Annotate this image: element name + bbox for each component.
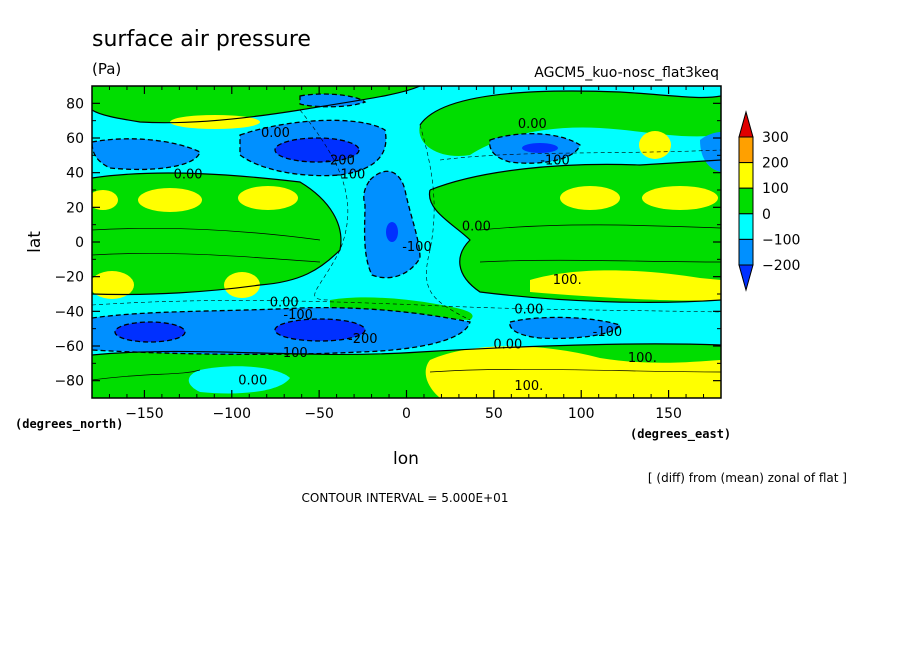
contour-label: 0.00 (518, 117, 547, 132)
x-tick-label: 0 (402, 406, 411, 422)
colorbar-label: −100 (762, 232, 800, 248)
y-tick-label: −60 (54, 339, 84, 355)
colorbar-segment (738, 136, 754, 164)
y-tick-label: 60 (66, 131, 84, 147)
contour-label: 0.00 (238, 374, 267, 389)
contour-label: -200 (348, 332, 378, 347)
y-tick-label: −80 (54, 374, 84, 390)
y-tick-label: 40 (66, 166, 84, 182)
y-tick-label: 0 (75, 235, 84, 251)
chart-title: surface air pressure (92, 27, 311, 52)
y-tick-label: 20 (66, 200, 84, 216)
contour-labels: 0.000.000.00-200-100-1000.00-100100.0.00… (174, 117, 657, 394)
x-tick-label: −100 (213, 406, 251, 422)
y-tick-label: 80 (66, 96, 84, 112)
contour-interval: CONTOUR INTERVAL = 5.000E+01 (302, 491, 509, 505)
contour-label: 0.00 (174, 167, 203, 182)
colorbar-bottom-arrow (738, 264, 754, 292)
y-unit-label: (degrees_north) (15, 417, 123, 432)
contour-label: 0.00 (270, 296, 299, 311)
x-axis-label: lon (393, 449, 419, 469)
colorbar-label: 0 (762, 207, 771, 223)
contour-label: 100. (514, 379, 543, 394)
x-unit-label: (degrees_east) (630, 427, 731, 442)
colorbar-top-arrow (738, 110, 754, 138)
footnote: [ (diff) from (mean) zonal of flat ] (648, 471, 847, 485)
contour-label: -100 (336, 167, 366, 182)
colorbar-segment (738, 187, 754, 215)
contour-label: -100 (593, 325, 623, 340)
contour-label: -100 (540, 154, 570, 169)
y-axis: −80 −60 −40 −20 0 20 40 60 80 (54, 85, 721, 399)
contour-label: 0.00 (493, 337, 522, 352)
contour-label: 0.00 (514, 303, 543, 318)
x-tick-label: 100 (568, 406, 595, 422)
colorbar-label: 100 (762, 181, 789, 197)
colorbar-segment (738, 213, 754, 240)
contour-label: -200 (325, 154, 355, 169)
y-tick-label: −40 (54, 304, 84, 320)
x-tick-label: 150 (655, 406, 682, 422)
colorbar-label: 300 (762, 130, 789, 146)
contour-label: -100 (278, 346, 308, 361)
x-tick-label: 50 (485, 406, 503, 422)
contour-label: 100. (553, 273, 582, 288)
model-label: AGCM5_kuo-nosc_flat3keq (534, 65, 719, 81)
contour-label: 0.00 (462, 219, 491, 234)
y-axis-label: lat (25, 231, 45, 253)
contour-label: 0.00 (261, 126, 290, 141)
contour-label: -100 (402, 240, 432, 255)
x-axis: −150 −100 −50 0 50 100 150 (108, 86, 705, 422)
colorbar-label: 200 (762, 156, 789, 172)
y-tick-label: −20 (54, 270, 84, 286)
chart-units: (Pa) (92, 60, 121, 78)
contour-field (92, 86, 721, 398)
x-tick-label: −50 (304, 406, 334, 422)
colorbar: 300 200 100 0 −100 −200 (738, 110, 800, 292)
colorbar-label: −200 (762, 258, 800, 274)
colorbar-segment (738, 162, 754, 189)
contour-label: 100. (628, 351, 657, 366)
x-tick-label: −150 (125, 406, 163, 422)
colorbar-segment (738, 238, 754, 266)
contour-label: -100 (283, 308, 313, 323)
